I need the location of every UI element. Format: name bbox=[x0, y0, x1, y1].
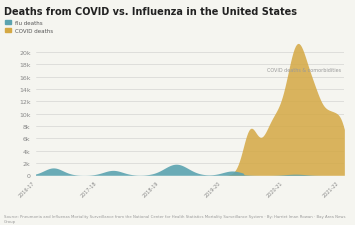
Text: Deaths from COVID vs. Influenza in the United States: Deaths from COVID vs. Influenza in the U… bbox=[4, 7, 296, 17]
Text: COVID deaths & comorbidities: COVID deaths & comorbidities bbox=[267, 68, 341, 72]
Legend: flu deaths, COVID deaths: flu deaths, COVID deaths bbox=[3, 18, 55, 36]
Text: Source: Pneumonia and Influenza Mortality Surveillance from the National Center : Source: Pneumonia and Influenza Mortalit… bbox=[4, 214, 345, 223]
